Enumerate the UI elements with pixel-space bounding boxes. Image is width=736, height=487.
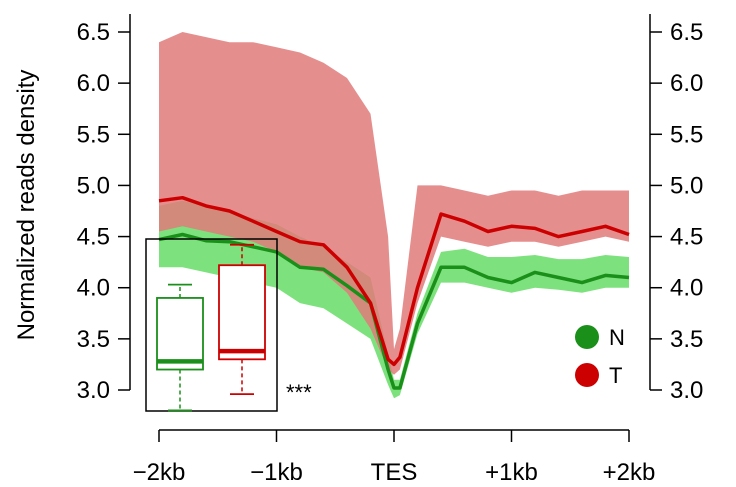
box-t [219,265,265,359]
y-tick-label-left: 5.5 [77,121,110,148]
y-tick-label-right: 3.0 [670,377,703,404]
y-tick-label-right: 5.5 [670,121,703,148]
y-tick-label-left: 4.5 [77,224,110,251]
y-tick-label-left: 5.0 [77,172,110,199]
x-tick-label: +2kb [603,459,656,486]
x-tick-label: −2kb [133,459,186,486]
y-tick-label-left: 3.5 [77,326,110,353]
box-n [157,298,203,370]
y-tick-label-right: 6.5 [670,19,703,46]
x-tick-label: −1kb [250,459,303,486]
y-tick-label-left: 4.0 [77,275,110,302]
x-tick-label: TES [371,459,418,486]
y-axis-label: Normalized reads density [13,70,40,341]
significance-annotation: *** [286,380,312,405]
legend-label-t: T [609,363,622,388]
y-tick-label-right: 3.5 [670,326,703,353]
legend-label-n: N [609,325,625,350]
y-tick-label-left: 3.0 [77,377,110,404]
legend-marker-n [575,325,599,349]
x-tick-label: +1kb [485,459,538,486]
y-tick-label-left: 6.5 [77,19,110,46]
y-tick-label-left: 6.0 [77,70,110,97]
y-tick-label-right: 6.0 [670,70,703,97]
legend-marker-t [575,363,599,387]
y-tick-label-right: 4.5 [670,224,703,251]
y-tick-label-right: 4.0 [670,275,703,302]
y-tick-label-right: 5.0 [670,172,703,199]
legend: NT [575,325,625,388]
